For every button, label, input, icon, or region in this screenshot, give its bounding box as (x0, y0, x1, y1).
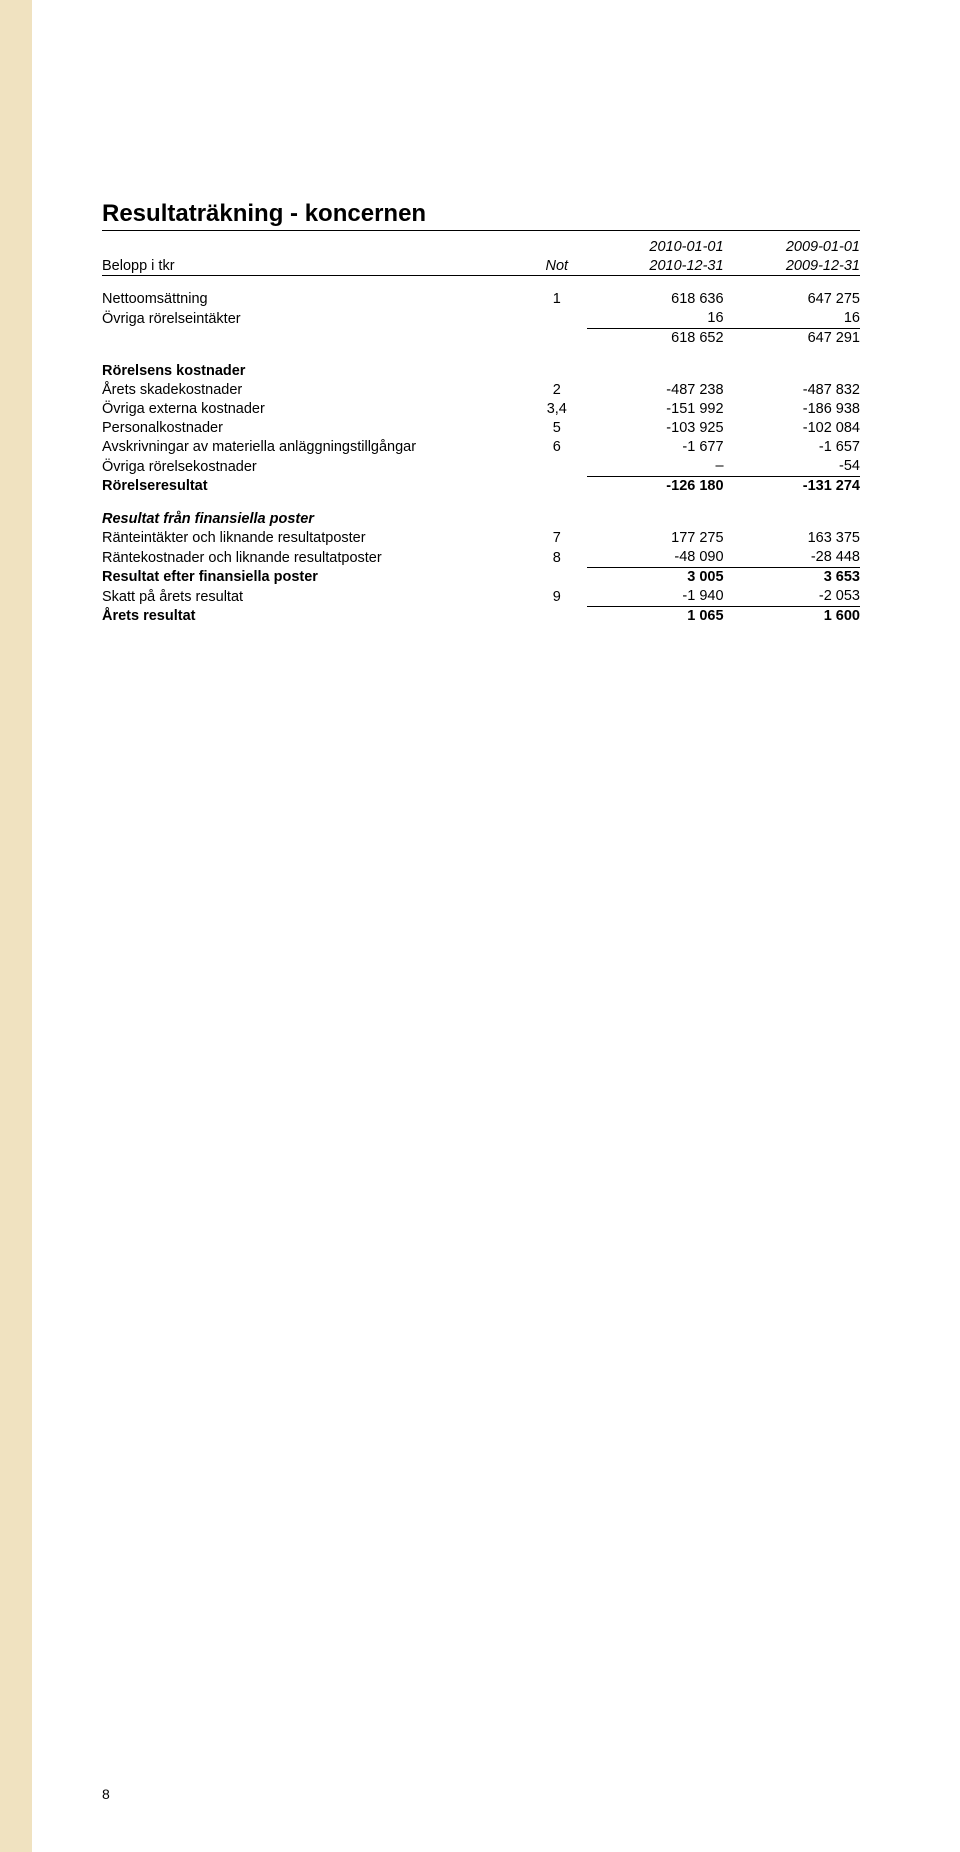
row-label: Ränteintäkter och liknande resultatposte… (102, 529, 526, 548)
row-note: 6 (526, 438, 587, 457)
row-label: Nettoomsättning (102, 290, 526, 309)
row-label: Resultat efter finansiella poster (102, 567, 526, 587)
row-label: Skatt på årets resultat (102, 587, 526, 607)
row-year2: 3 653 (724, 567, 860, 587)
row-note (526, 309, 587, 329)
row-label: Räntekostnader och liknande resultatpost… (102, 548, 526, 568)
row-label: Personalkostnader (102, 419, 526, 438)
page: Resultaträkning - koncernen 2010-01-01 2… (0, 0, 960, 1852)
section-header: Rörelsens kostnader (102, 362, 860, 381)
row-label (102, 328, 526, 348)
row-year2: 1 600 (724, 606, 860, 626)
row-year1: -487 238 (587, 381, 723, 400)
row-year1: 16 (587, 309, 723, 329)
row-label: Övriga rörelseintäkter (102, 309, 526, 329)
row-year1: -1 940 (587, 587, 723, 607)
row-year1: – (587, 457, 723, 477)
row-year1: -151 992 (587, 400, 723, 419)
row-year1: 177 275 (587, 529, 723, 548)
row-year2: 647 291 (724, 328, 860, 348)
row-year2: -102 084 (724, 419, 860, 438)
row-note: 5 (526, 419, 587, 438)
table-row: Årets skadekostnader2-487 238-487 832 (102, 381, 860, 400)
table-row: Personalkostnader5-103 925-102 084 (102, 419, 860, 438)
row-year1: 618 652 (587, 328, 723, 348)
row-label: Rörelseresultat (102, 476, 526, 496)
table-row: 618 652647 291 (102, 328, 860, 348)
table-row: Övriga externa kostnader3,4-151 992-186 … (102, 400, 860, 419)
row-note (526, 476, 587, 496)
row-year1: 3 005 (587, 567, 723, 587)
belopp-label: Belopp i tkr (102, 256, 526, 276)
row-label: Årets resultat (102, 606, 526, 626)
table-row: Övriga rörelsekostnader –-54 (102, 457, 860, 477)
row-note: 8 (526, 548, 587, 568)
row-year2: -487 832 (724, 381, 860, 400)
spacer-row (102, 348, 860, 362)
row-year2: -28 448 (724, 548, 860, 568)
row-note (526, 567, 587, 587)
table-row: Räntekostnader och liknande resultatpost… (102, 548, 860, 568)
row-year1: -1 677 (587, 438, 723, 457)
table-row: Rörelseresultat -126 180-131 274 (102, 476, 860, 496)
row-year2: -2 053 (724, 587, 860, 607)
header-row-1: 2010-01-01 2009-01-01 (102, 237, 860, 256)
period2-from: 2009-01-01 (724, 237, 860, 256)
section-header-row: Rörelsens kostnader (102, 362, 860, 381)
row-label: Årets skadekostnader (102, 381, 526, 400)
row-year1: 618 636 (587, 290, 723, 309)
row-year2: -1 657 (724, 438, 860, 457)
table-row: Ränteintäkter och liknande resultatposte… (102, 529, 860, 548)
row-label: Övriga rörelsekostnader (102, 457, 526, 477)
table-row: Skatt på årets resultat9-1 940-2 053 (102, 587, 860, 607)
table-row: Resultat efter finansiella poster 3 0053 … (102, 567, 860, 587)
page-number: 8 (102, 1786, 110, 1802)
spacer-row (102, 276, 860, 290)
row-year2: 163 375 (724, 529, 860, 548)
row-note: 7 (526, 529, 587, 548)
table-row: Övriga rörelseintäkter 1616 (102, 309, 860, 329)
row-year1: 1 065 (587, 606, 723, 626)
table-row: Nettoomsättning1618 636647 275 (102, 290, 860, 309)
section-header-row: Resultat från finansiella poster (102, 510, 860, 529)
row-note: 3,4 (526, 400, 587, 419)
row-note (526, 457, 587, 477)
row-note (526, 606, 587, 626)
row-note: 2 (526, 381, 587, 400)
row-year2: -131 274 (724, 476, 860, 496)
row-note: 1 (526, 290, 587, 309)
row-note: 9 (526, 587, 587, 607)
row-label: Avskrivningar av materiella anläggningst… (102, 438, 526, 457)
row-year1: -126 180 (587, 476, 723, 496)
income-statement-table: 2010-01-01 2009-01-01 Belopp i tkr Not 2… (102, 237, 860, 626)
table-row: Årets resultat 1 0651 600 (102, 606, 860, 626)
row-year2: 16 (724, 309, 860, 329)
row-year2: -54 (724, 457, 860, 477)
row-year1: -103 925 (587, 419, 723, 438)
page-title: Resultaträkning - koncernen (102, 200, 860, 231)
row-label: Övriga externa kostnader (102, 400, 526, 419)
row-year2: 647 275 (724, 290, 860, 309)
content-area: Resultaträkning - koncernen 2010-01-01 2… (32, 0, 960, 1852)
spacer-row (102, 496, 860, 510)
not-label: Not (526, 256, 587, 276)
row-year2: -186 938 (724, 400, 860, 419)
row-year1: -48 090 (587, 548, 723, 568)
row-note (526, 328, 587, 348)
period1-from: 2010-01-01 (587, 237, 723, 256)
period2-to: 2009-12-31 (724, 256, 860, 276)
period1-to: 2010-12-31 (587, 256, 723, 276)
header-row-2: Belopp i tkr Not 2010-12-31 2009-12-31 (102, 256, 860, 276)
table-row: Avskrivningar av materiella anläggningst… (102, 438, 860, 457)
side-stripe (0, 0, 32, 1852)
section-header: Resultat från finansiella poster (102, 510, 860, 529)
